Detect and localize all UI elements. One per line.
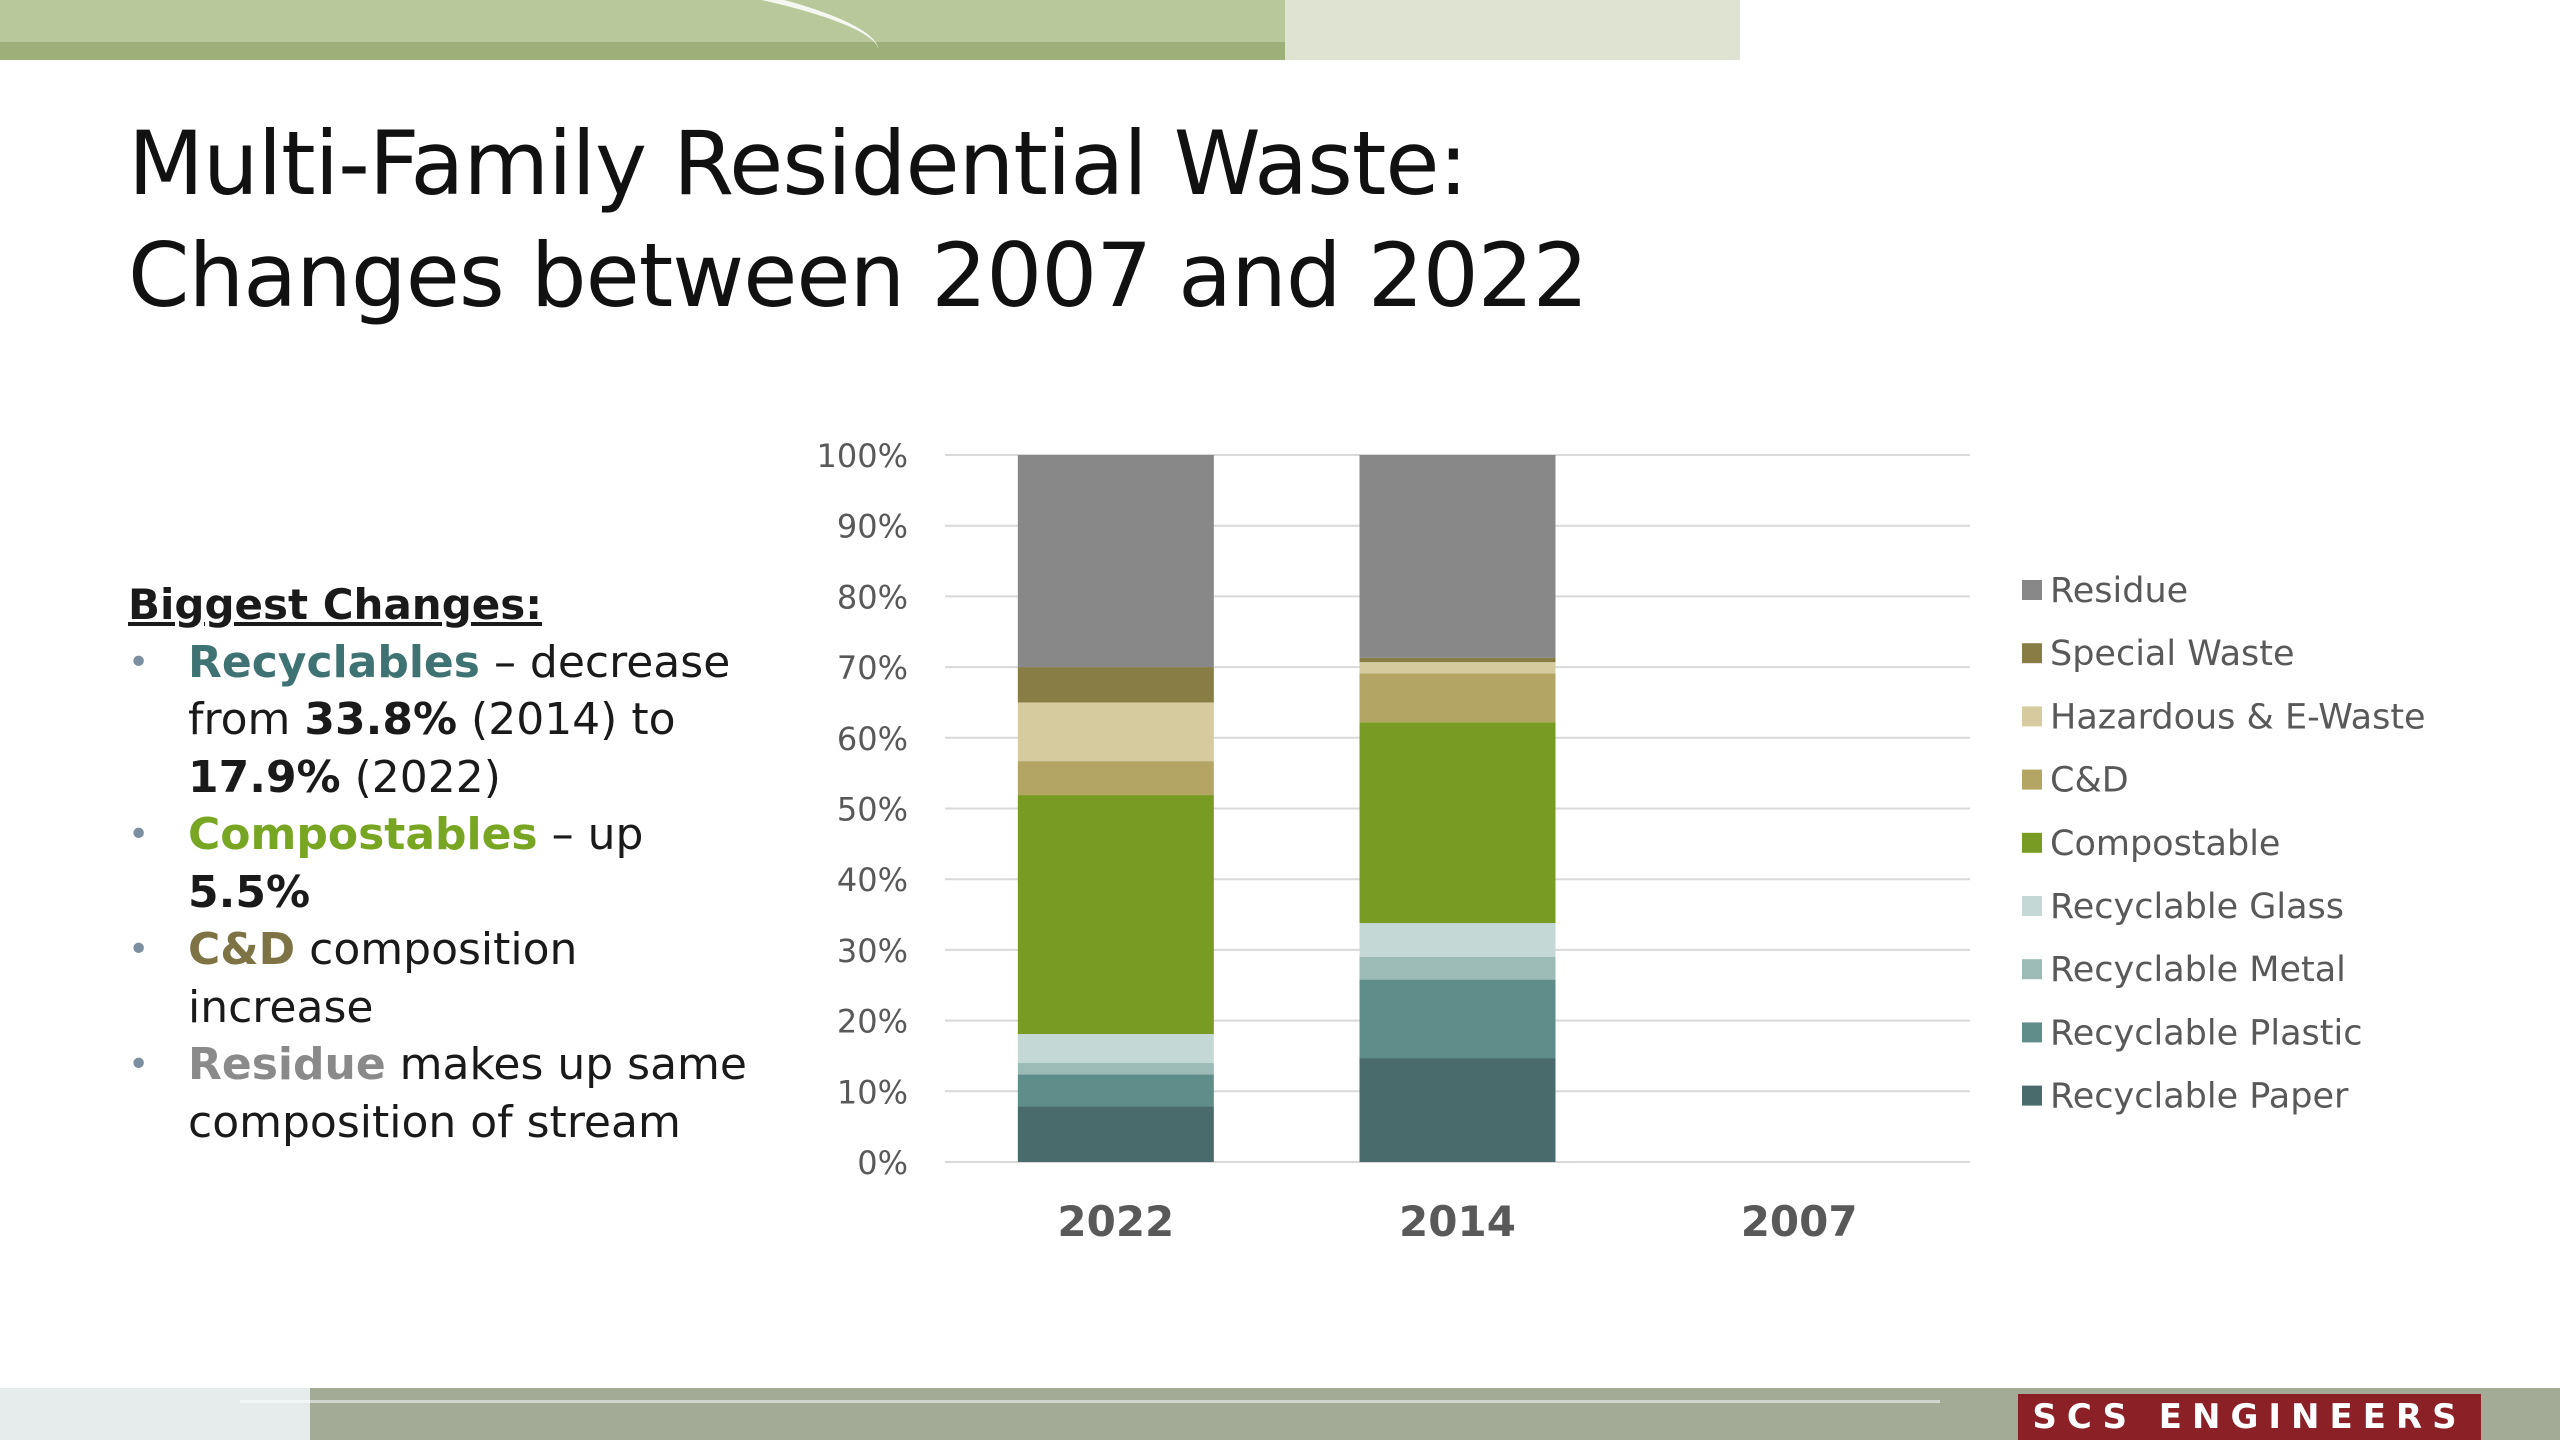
legend-swatch [2022, 1085, 2042, 1106]
y-tick-label: 0% [857, 1144, 908, 1182]
bar-segment [1359, 923, 1556, 957]
cd-term: C&D [188, 924, 296, 975]
y-tick-label: 60% [837, 720, 908, 758]
bar-segment [1359, 673, 1556, 723]
bar-segment [1359, 722, 1556, 924]
bar-segment [1359, 956, 1556, 980]
legend-swatch [2022, 643, 2042, 664]
legend-label: Recyclable Plastic [2050, 1013, 2362, 1053]
y-tick-label: 80% [837, 578, 908, 616]
scs-engineers-logo: SCS ENGINEERS [2018, 1394, 2481, 1440]
recyclables-value-2014: 33.8% [304, 694, 458, 745]
legend-swatch [2022, 769, 2042, 790]
bar-segment [1359, 1058, 1556, 1162]
change-item-cd: C&D composition increase [128, 921, 768, 1036]
legend-swatch [2022, 832, 2042, 853]
legend-label: Residue [2050, 571, 2188, 611]
compostables-term: Compostables [188, 809, 538, 860]
slide-title-line-1: Multi-Family Residential Waste: [128, 112, 1468, 215]
bar-segment [1359, 979, 1556, 1059]
legend-label: Special Waste [2050, 634, 2295, 674]
x-tick-label: 2007 [1741, 1197, 1858, 1246]
y-tick-label: 30% [837, 932, 908, 970]
change-item-residue: Residue makes up same composition of str… [128, 1036, 768, 1151]
y-tick-label: 40% [837, 861, 908, 899]
recyclables-value-2022: 17.9% [188, 751, 341, 803]
legend-label: Recyclable Metal [2050, 950, 2346, 990]
biggest-changes-heading: Biggest Changes: [128, 580, 543, 629]
y-tick-label: 50% [837, 791, 908, 829]
legend-swatch [2022, 896, 2042, 916]
compostables-text: – up [537, 809, 644, 860]
y-tick-label: 20% [837, 1003, 908, 1041]
bar-segment [1017, 1106, 1214, 1162]
bar-segment [1359, 662, 1556, 674]
legend-label: Hazardous & E-Waste [2050, 697, 2426, 737]
bar-segment [1017, 1063, 1214, 1075]
cd-text: composition increase [188, 924, 578, 1033]
y-tick-label: 100% [817, 437, 908, 475]
slide-title-line-2: Changes between 2007 and 2022 [128, 224, 1589, 327]
bar-segment [1017, 761, 1214, 796]
y-tick-label: 70% [837, 649, 908, 687]
legend-label: Compostable [2050, 824, 2280, 864]
bar-segment [1017, 1074, 1214, 1107]
bar-segment [1017, 667, 1214, 703]
recyclables-text-1: – decrease from [188, 636, 731, 746]
bar-segment [1359, 657, 1556, 663]
legend-swatch [2022, 1022, 2042, 1043]
recyclables-text-3: (2022) [340, 751, 501, 803]
x-tick-label: 2022 [1057, 1197, 1174, 1246]
bar-segment [1017, 702, 1214, 762]
x-tick-label: 2014 [1399, 1197, 1516, 1246]
residue-term: Residue [188, 1039, 386, 1090]
legend-swatch [2022, 706, 2042, 727]
top-decorative-banner [0, 0, 1740, 60]
y-tick-label: 10% [837, 1073, 908, 1111]
bar-segment [1017, 455, 1214, 668]
recyclables-term: Recyclables [188, 636, 480, 688]
change-item-compostables: Compostables – up 5.5% [128, 806, 768, 921]
legend-label: Recyclable Paper [2050, 1077, 2349, 1117]
changes-list: Recyclables – decrease from 33.8% (2014)… [128, 634, 768, 1152]
legend-swatch [2022, 580, 2042, 600]
legend-label: C&D [2050, 761, 2129, 801]
slide-title: Multi-Family Residential Waste: Changes … [128, 108, 1589, 332]
recyclables-text-2: (2014) to [457, 694, 676, 745]
bar-segment [1359, 455, 1556, 658]
bar-segment [1017, 795, 1214, 1035]
legend-label: Recyclable Glass [2050, 887, 2344, 927]
bar-segment [1017, 1034, 1214, 1064]
residue-text: makes up same composition of stream [188, 1039, 747, 1148]
legend-swatch [2022, 959, 2042, 980]
y-tick-label: 90% [837, 508, 908, 546]
change-item-recyclables: Recyclables – decrease from 33.8% (2014)… [128, 634, 768, 807]
biggest-changes-panel: Biggest Changes: Recyclables – decrease … [128, 576, 768, 1151]
compostables-value: 5.5% [188, 866, 311, 918]
